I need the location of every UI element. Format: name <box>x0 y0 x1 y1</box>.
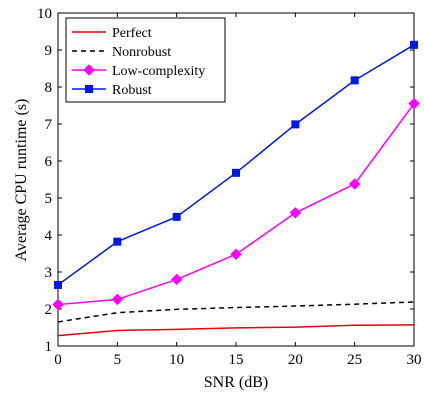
legend: Perfect Nonrobust Low-complexity Robust <box>65 17 226 103</box>
y-tick-label: 10 <box>37 6 52 22</box>
y-axis-title: Average CPU runtime (s) <box>13 99 30 262</box>
legend-label-nonrobust: Nonrobust <box>112 45 171 60</box>
data-point-low-complexity <box>408 97 420 110</box>
x-tick-label: 30 <box>407 352 422 368</box>
series-line-perfect <box>57 324 415 337</box>
y-tick-label: 7 <box>45 117 53 133</box>
x-tick-label: 0 <box>54 352 62 368</box>
data-point-robust <box>350 76 359 85</box>
x-tick-label: 5 <box>114 352 122 368</box>
series-line-nonrobust <box>57 301 415 323</box>
plot-area: 0 5 10 15 20 25 30 1 2 3 4 5 6 7 8 9 10 Perfect Nonrobust L… <box>37 6 422 368</box>
data-point-low-complexity <box>230 248 242 260</box>
x-tick-label: 20 <box>288 352 303 368</box>
data-point-robust <box>410 40 418 49</box>
x-tick-label: 25 <box>347 352 362 368</box>
x-tick-label: 10 <box>169 352 184 368</box>
data-point-low-complexity <box>348 178 361 190</box>
legend-label-low-complexity: Low-complexity <box>112 64 205 79</box>
data-point-low-complexity <box>111 293 124 306</box>
y-tick-label: 6 <box>45 154 53 170</box>
data-point-low-complexity <box>52 298 64 311</box>
data-point-robust <box>232 168 240 177</box>
data-point-low-complexity <box>170 273 183 286</box>
legend-label-perfect: Perfect <box>112 26 152 41</box>
y-tick-label: 5 <box>45 191 53 207</box>
legend-label-robust: Robust <box>112 83 152 98</box>
y-tick-label: 8 <box>45 80 53 96</box>
y-tick-label: 1 <box>45 339 53 355</box>
data-point-robust <box>172 212 181 221</box>
y-tick-label: 9 <box>45 43 53 59</box>
y-tick-label: 4 <box>45 228 53 244</box>
data-point-robust <box>113 237 122 246</box>
y-tick-label: 2 <box>45 302 53 318</box>
legend-marker-robust <box>85 85 93 93</box>
y-tick-label: 3 <box>45 265 53 281</box>
legend-marker-low-complexity <box>83 64 95 76</box>
x-axis-title: SNR (dB) <box>204 374 268 391</box>
data-point-robust <box>54 280 62 289</box>
data-point-low-complexity <box>289 207 302 219</box>
data-point-robust <box>291 120 300 129</box>
x-tick-label: 15 <box>229 352 244 368</box>
